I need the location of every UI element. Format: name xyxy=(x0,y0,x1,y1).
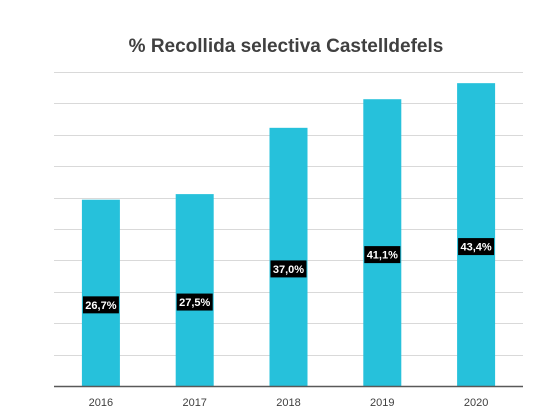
data-label: 43,4% xyxy=(460,242,491,254)
data-labels: 26,7% 27,5% 37,0% 41,1% 43,4% xyxy=(82,238,495,314)
data-label-box xyxy=(176,293,213,311)
bars xyxy=(81,83,496,387)
data-label-box xyxy=(364,246,401,264)
x-tick-labels: 2016 2017 2018 2019 2020 xyxy=(89,397,489,409)
x-tick-label: 2018 xyxy=(276,397,300,409)
bar xyxy=(175,194,214,386)
x-tick-label: 2019 xyxy=(370,397,394,409)
data-label-box xyxy=(82,296,119,314)
bar xyxy=(269,127,308,387)
bar xyxy=(363,99,402,387)
x-tick-label: 2017 xyxy=(182,397,206,409)
x-tick-label: 2020 xyxy=(464,397,488,409)
chart-title: % Recollida selectiva Castelldefels xyxy=(129,36,444,57)
data-label: 26,7% xyxy=(85,300,116,312)
data-label: 27,5% xyxy=(179,297,210,309)
bar xyxy=(457,83,496,387)
bar xyxy=(81,199,120,386)
data-label: 41,1% xyxy=(367,250,398,262)
data-label-box xyxy=(458,238,495,256)
data-label-box xyxy=(270,260,307,278)
data-label: 37,0% xyxy=(273,264,304,276)
x-tick-label: 2016 xyxy=(89,397,113,409)
